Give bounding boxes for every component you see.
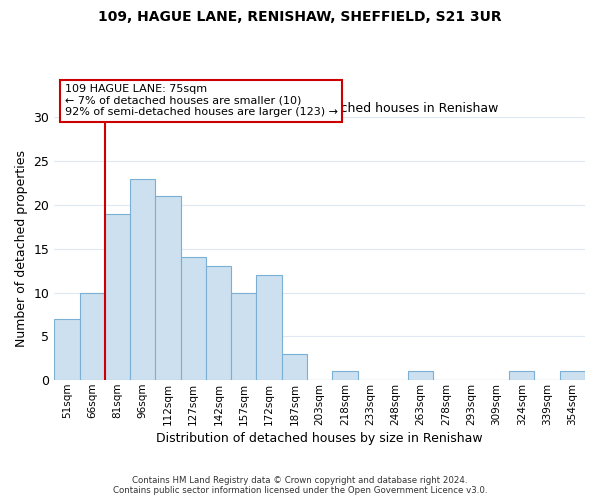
Bar bbox=[408, 372, 433, 380]
Text: Contains HM Land Registry data © Crown copyright and database right 2024.
Contai: Contains HM Land Registry data © Crown c… bbox=[113, 476, 487, 495]
Bar bbox=[509, 372, 535, 380]
Bar bbox=[256, 275, 282, 380]
Bar bbox=[206, 266, 231, 380]
Bar bbox=[130, 178, 155, 380]
Bar bbox=[155, 196, 181, 380]
Bar bbox=[332, 372, 358, 380]
Bar bbox=[54, 319, 80, 380]
X-axis label: Distribution of detached houses by size in Renishaw: Distribution of detached houses by size … bbox=[157, 432, 483, 445]
Text: 109 HAGUE LANE: 75sqm
← 7% of detached houses are smaller (10)
92% of semi-detac: 109 HAGUE LANE: 75sqm ← 7% of detached h… bbox=[65, 84, 338, 117]
Text: 109, HAGUE LANE, RENISHAW, SHEFFIELD, S21 3UR: 109, HAGUE LANE, RENISHAW, SHEFFIELD, S2… bbox=[98, 10, 502, 24]
Y-axis label: Number of detached properties: Number of detached properties bbox=[15, 150, 28, 347]
Bar bbox=[560, 372, 585, 380]
Bar bbox=[80, 292, 105, 380]
Bar bbox=[231, 292, 256, 380]
Bar bbox=[282, 354, 307, 380]
Bar bbox=[181, 258, 206, 380]
Bar bbox=[105, 214, 130, 380]
Title: Size of property relative to detached houses in Renishaw: Size of property relative to detached ho… bbox=[141, 102, 499, 114]
